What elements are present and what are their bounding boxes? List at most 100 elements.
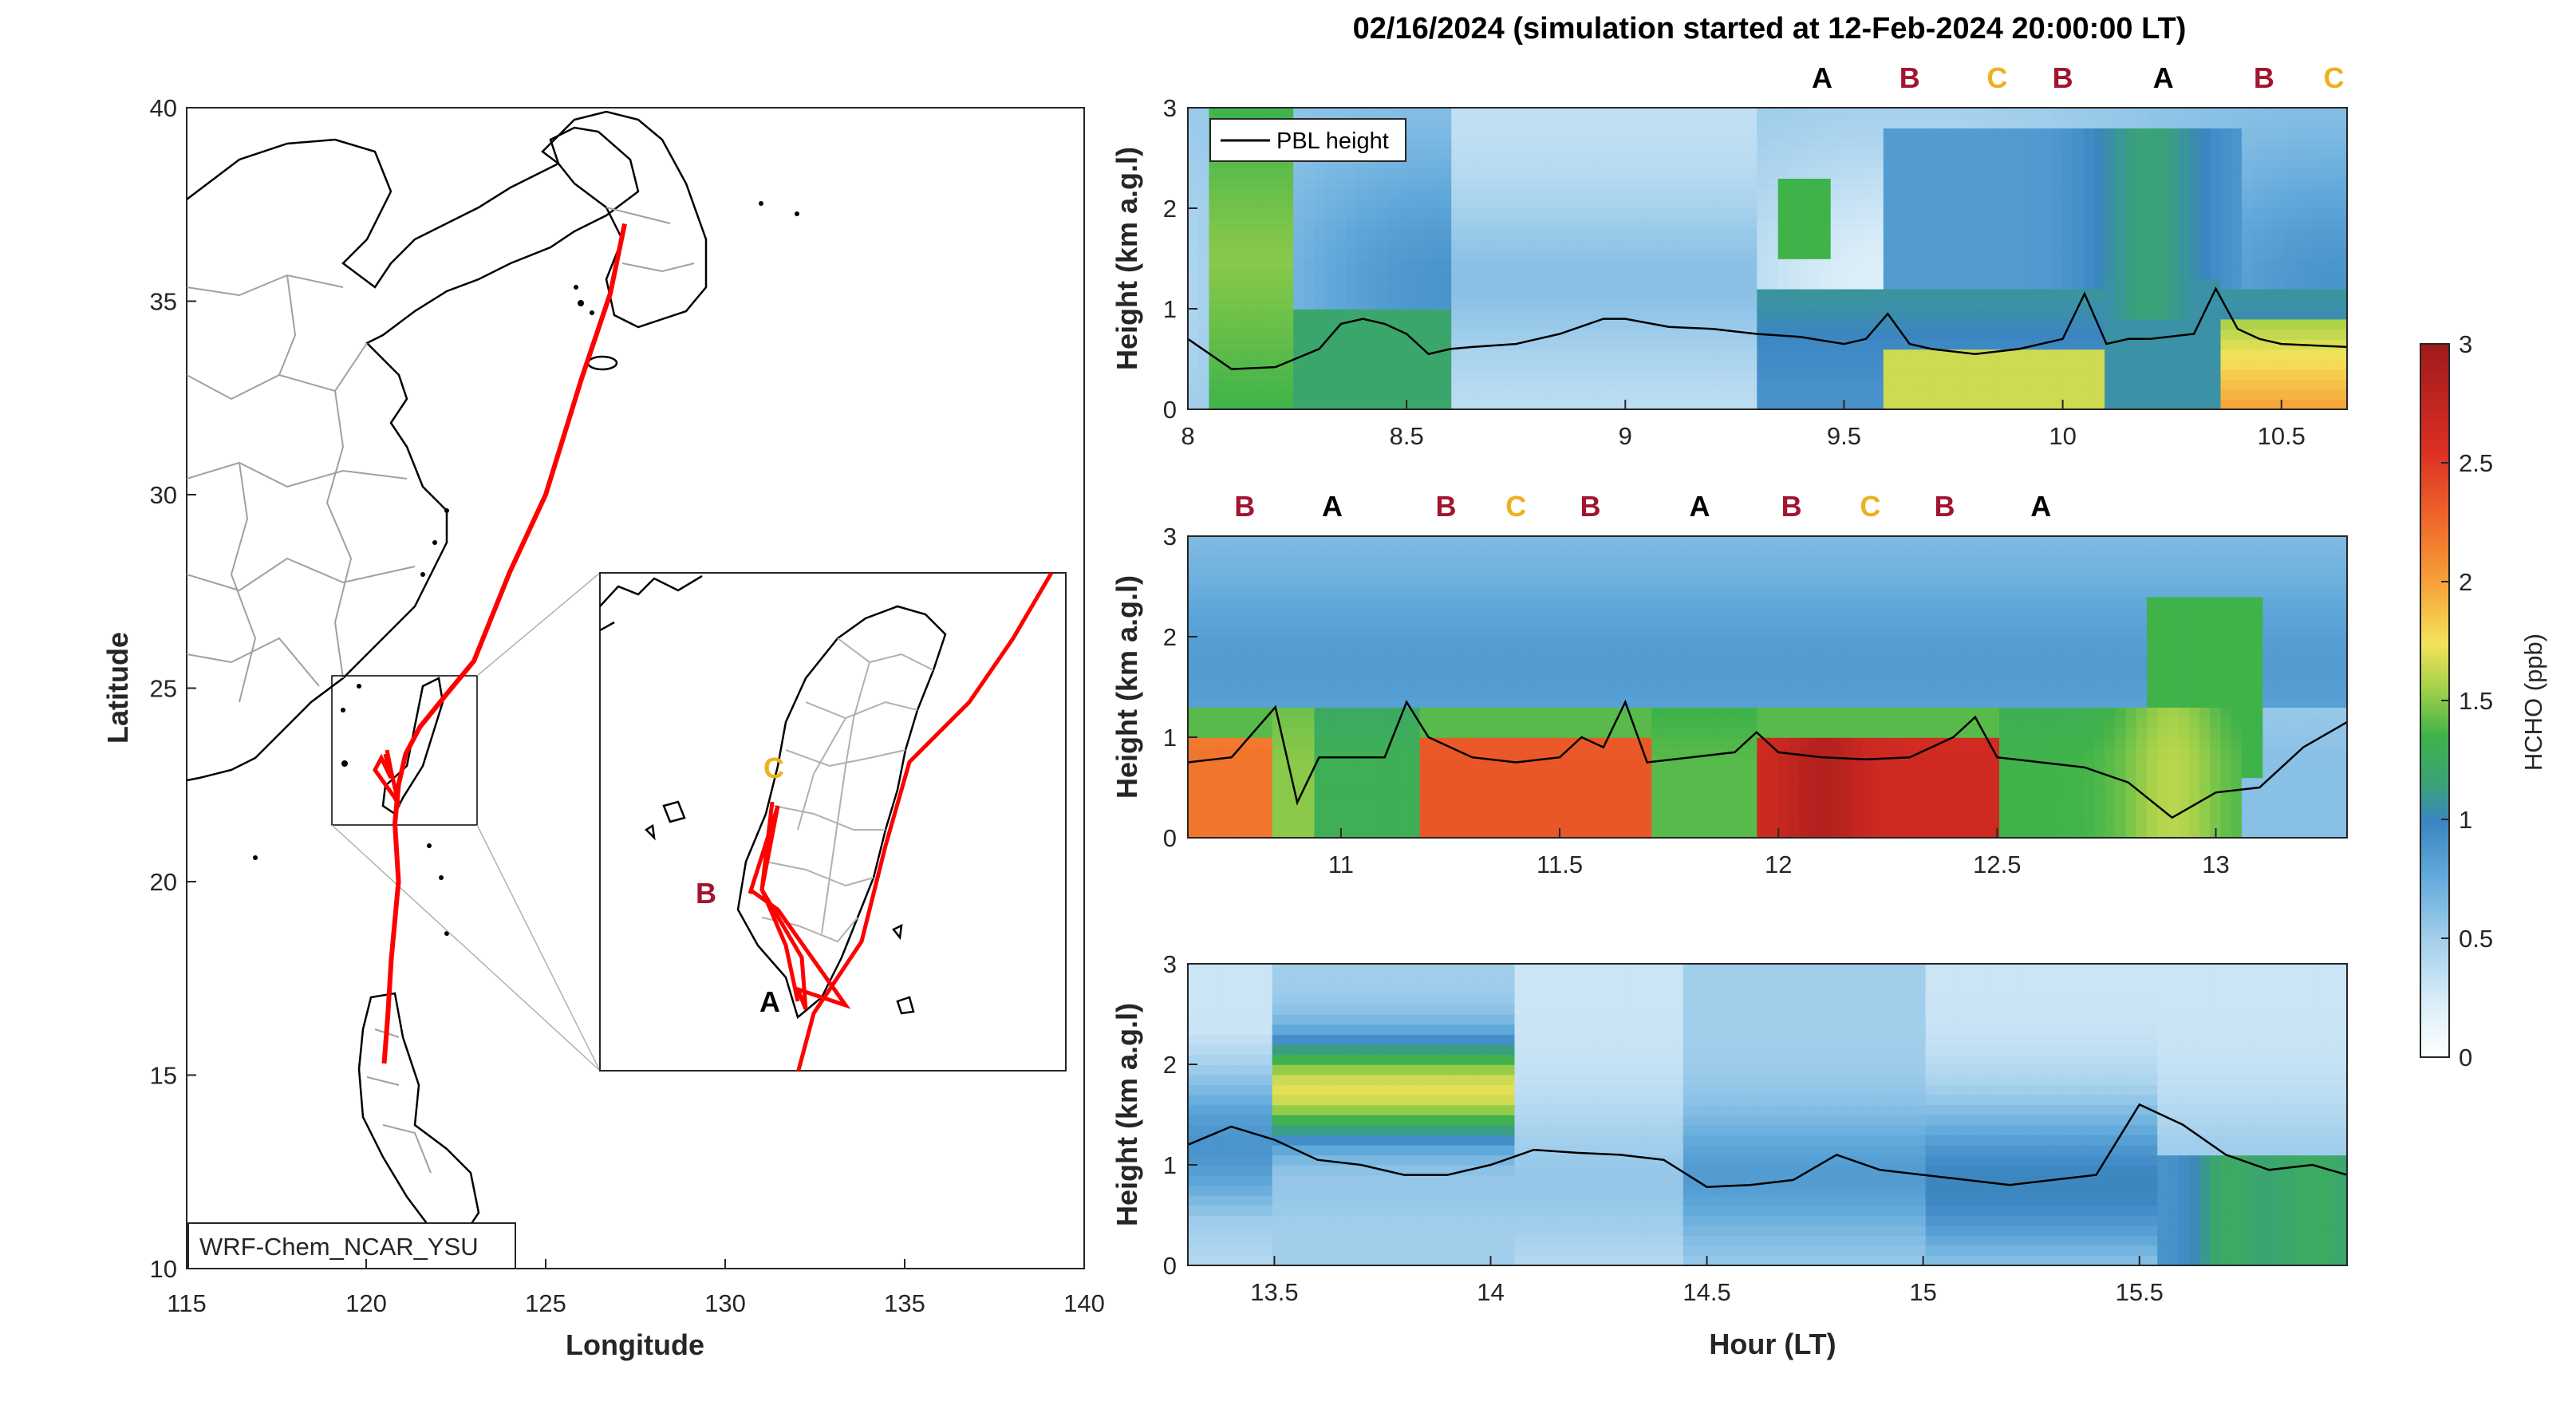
- heatmap-cell: [1630, 747, 1642, 758]
- heatmap-cell: [1229, 198, 1241, 209]
- heatmap-cell: [1430, 606, 1442, 618]
- heatmap-cell: [1188, 349, 1200, 360]
- heatmap-cell: [1947, 128, 1959, 139]
- heatmap-cell: [1609, 389, 1621, 401]
- heatmap-cell: [1746, 707, 1758, 718]
- heatmap-cell: [1409, 268, 1421, 279]
- heatmap-cell: [1588, 117, 1600, 128]
- heatmap-cell: [1398, 827, 1410, 839]
- heatmap-cell: [1261, 586, 1273, 598]
- heatmap-cell: [1387, 687, 1399, 698]
- heatmap-cell: [1188, 737, 1200, 748]
- heatmap-cell: [1704, 566, 1716, 578]
- heatmap-cell: [2336, 389, 2348, 401]
- heatmap-cell: [1462, 379, 1473, 390]
- heatmap-cell: [1472, 767, 1484, 779]
- heatmap-cell: [2220, 338, 2232, 350]
- heatmap-cell: [2231, 379, 2243, 390]
- heatmap-cell: [2052, 288, 2064, 300]
- heatmap-cell: [1198, 777, 1210, 788]
- heatmap-cell: [1935, 228, 1947, 239]
- heatmap-cell: [1493, 158, 1505, 169]
- heatmap-cell: [2262, 379, 2274, 390]
- heatmap-cell: [2294, 178, 2306, 189]
- heatmap-cell: [2083, 349, 2095, 360]
- heatmap-cell: [1493, 697, 1505, 708]
- heatmap-cell: [1978, 198, 1990, 209]
- heatmap-cell: [2020, 379, 2032, 390]
- heatmap-cell: [1599, 616, 1611, 628]
- heatmap-cell: [1999, 158, 2011, 169]
- heatmap-cell: [1967, 228, 1979, 239]
- heatmap-cell: [1304, 626, 1316, 637]
- heatmap-cell: [1219, 797, 1231, 808]
- heatmap-cell: [1441, 566, 1453, 578]
- heatmap-cell: [1957, 198, 1969, 209]
- heatmap-cell: [1493, 797, 1505, 808]
- heatmap-cell: [1840, 359, 1852, 370]
- heatmap-cell: [2294, 399, 2306, 410]
- heatmap-cell: [2315, 329, 2327, 340]
- heatmap-cell: [2030, 238, 2042, 250]
- heatmap-cell: [1367, 268, 1379, 279]
- heatmap-cell: [2262, 178, 2274, 189]
- heatmap-cell: [1356, 556, 1368, 567]
- heatmap-cell: [1682, 797, 1694, 808]
- heatmap-cell: [1409, 259, 1421, 270]
- heatmap-cell: [1198, 218, 1210, 229]
- heatmap-cell: [1241, 338, 1252, 350]
- heatmap-cell: [1525, 657, 1537, 668]
- heatmap-cell: [2136, 369, 2148, 380]
- heatmap-cell: [1820, 268, 1832, 279]
- heatmap-cell: [1324, 797, 1336, 808]
- heatmap-cell: [1293, 817, 1305, 829]
- heatmap-cell: [1567, 198, 1579, 209]
- heatmap-cell: [1387, 666, 1399, 678]
- heatmap-cell: [1735, 707, 1747, 718]
- heatmap-cell: [2231, 218, 2243, 229]
- heatmap-cell: [2262, 228, 2274, 239]
- heatmap-cell: [1525, 616, 1537, 628]
- inset-site-A: A: [759, 985, 780, 1018]
- heatmap-cell: [1219, 379, 1231, 390]
- heatmap-cell: [1988, 137, 2000, 149]
- heatmap-cell: [2336, 158, 2348, 169]
- heatmap-cell: [2305, 338, 2317, 350]
- heatmap-cell: [1229, 646, 1241, 657]
- heatmap-cell: [1577, 777, 1589, 788]
- heatmap-cell: [2030, 218, 2042, 229]
- heatmap-cell: [1367, 787, 1379, 799]
- heatmap-cell: [2199, 389, 2211, 401]
- heatmap-cell: [1304, 389, 1316, 401]
- heatmap-cell: [1229, 707, 1241, 718]
- heatmap-cell: [1198, 128, 1210, 139]
- heatmap-cell: [1493, 687, 1505, 698]
- heatmap-cell: [1662, 108, 1674, 119]
- heatmap-cell: [1883, 379, 1895, 390]
- heatmap-cell: [2326, 338, 2337, 350]
- heatmap-cell: [1493, 657, 1505, 668]
- heatmap-cell: [1577, 677, 1589, 688]
- heatmap-cell: [1504, 309, 1516, 320]
- heatmap-cell: [1704, 556, 1716, 567]
- heatmap-cell: [1293, 178, 1305, 189]
- heatmap-cell: [2115, 369, 2127, 380]
- heatmap-cell: [2283, 218, 2295, 229]
- heatmap-cell: [1261, 576, 1273, 587]
- heatmap-cell: [1820, 399, 1832, 410]
- heatmap-cell: [1482, 566, 1494, 578]
- heatmap-cell: [1229, 787, 1241, 799]
- heatmap-cell: [1419, 556, 1431, 567]
- heatmap-cell: [1546, 626, 1558, 637]
- heatmap-cell: [1567, 707, 1579, 718]
- heatmap-cell: [2136, 148, 2148, 159]
- heatmap-cell: [1840, 278, 1852, 290]
- heatmap-cell: [1630, 329, 1642, 340]
- heatmap-cell: [1387, 606, 1399, 618]
- heatmap-cell: [1282, 288, 1294, 300]
- heatmap-cell: [1967, 248, 1979, 259]
- heatmap-cell: [1493, 817, 1505, 829]
- heatmap-cell: [1640, 168, 1652, 179]
- heatmap-cell: [1493, 646, 1505, 657]
- heatmap-cell: [2326, 329, 2337, 340]
